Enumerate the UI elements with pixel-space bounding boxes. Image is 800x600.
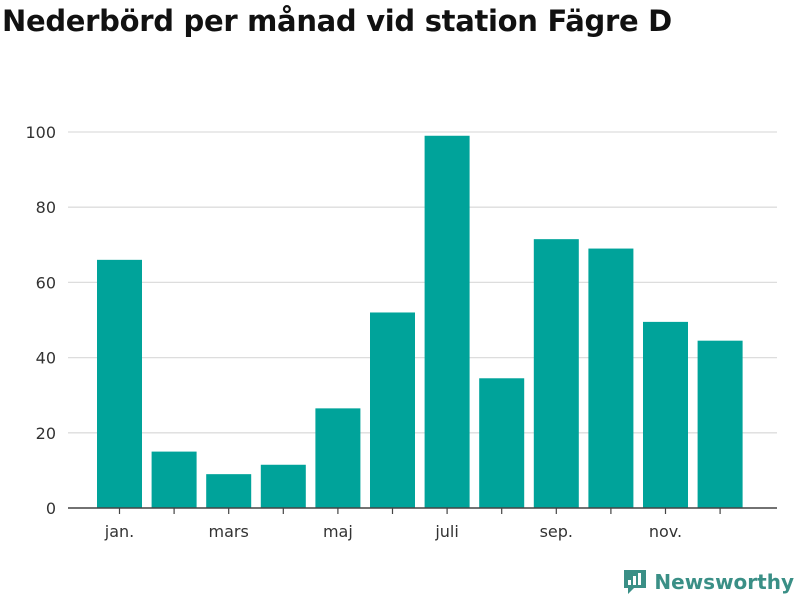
y-tick-label: 20 [36,424,56,443]
x-tick-label: maj [323,522,353,541]
x-tick-label: mars [209,522,249,541]
bar-mars [206,474,252,508]
y-tick-label: 60 [36,273,56,292]
x-tick-label: juli [434,522,458,541]
bar-feb [151,451,197,508]
y-tick-label: 0 [46,499,56,518]
y-tick-label: 80 [36,198,56,217]
bar-dec [697,340,743,508]
x-tick-label: jan. [104,522,134,541]
bar-sep [533,239,579,508]
bar-aug [479,378,525,508]
bar-nov [643,321,688,508]
y-tick-label: 40 [36,349,56,368]
bar-jan [97,259,142,508]
x-tick-label: sep. [540,522,573,541]
newsworthy-brand: Newsworthy [622,568,794,596]
bar-juli [424,135,470,508]
x-axis-ticks: jan. mars maj juli sep. nov. [104,508,721,541]
bar-maj [315,408,361,508]
brand-name: Newsworthy [654,570,794,594]
newsworthy-logo-icon [624,570,647,594]
y-tick-label: 100 [25,123,56,142]
bar-apr [260,464,306,508]
chart-title: Nederbörd per månad vid station Fägre D [2,4,672,38]
bars [97,135,743,508]
y-axis-ticks: 0 20 40 60 80 100 [25,123,56,518]
bar-juni [370,312,415,508]
bar-okt [588,248,634,508]
x-tick-label: nov. [649,522,682,541]
